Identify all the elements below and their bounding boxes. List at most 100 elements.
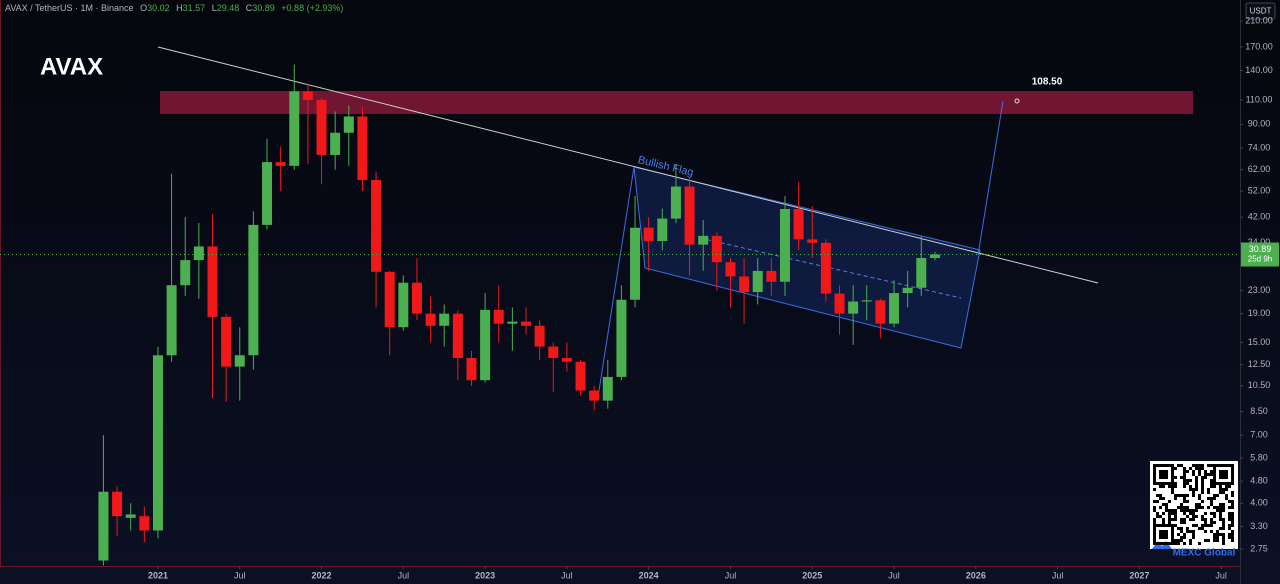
qr-module xyxy=(1192,530,1195,533)
y-tick-label: 34.00 xyxy=(1248,237,1271,247)
candle-body xyxy=(493,309,504,324)
flag-pole xyxy=(597,166,635,398)
candle-body xyxy=(684,186,695,245)
qr-module xyxy=(1189,479,1192,482)
qr-module xyxy=(1171,491,1174,494)
qr-module xyxy=(1222,536,1225,539)
candle-body xyxy=(711,235,722,263)
candle-body xyxy=(411,282,422,314)
qr-module xyxy=(1204,512,1207,515)
qr-module xyxy=(1231,473,1234,476)
qr-module xyxy=(1231,533,1234,536)
qr-module xyxy=(1180,530,1183,533)
qr-module xyxy=(1219,491,1222,494)
qr-module xyxy=(1168,485,1171,488)
qr-module xyxy=(1183,473,1186,476)
x-tick-label: 2022 xyxy=(312,570,332,580)
qr-module xyxy=(1171,533,1174,536)
qr-module xyxy=(1171,530,1174,533)
qr-module xyxy=(1213,482,1216,485)
qr-module xyxy=(1231,491,1234,494)
qr-module xyxy=(1186,506,1189,509)
qr-module xyxy=(1210,497,1213,500)
qr-module xyxy=(1210,485,1213,488)
qr-module xyxy=(1156,464,1159,467)
qr-module xyxy=(1198,542,1201,545)
qr-module xyxy=(1204,518,1207,521)
qr-module xyxy=(1195,482,1198,485)
qr-module xyxy=(1186,479,1189,482)
qr-module xyxy=(1225,494,1228,497)
qr-module xyxy=(1198,503,1201,506)
qr-module xyxy=(1228,500,1231,503)
candle-body xyxy=(425,313,436,326)
x-tick-label: 2027 xyxy=(1129,570,1149,580)
qr-module xyxy=(1195,503,1198,506)
qr-module xyxy=(1162,464,1165,467)
qr-module xyxy=(1183,476,1186,479)
candle-body xyxy=(848,301,859,314)
qr-module xyxy=(1183,485,1186,488)
qr-module xyxy=(1162,473,1165,476)
qr-module xyxy=(1156,482,1159,485)
qr-module xyxy=(1168,509,1171,512)
candle-body xyxy=(739,276,750,293)
qr-module xyxy=(1192,473,1195,476)
qr-module xyxy=(1213,476,1216,479)
currency-button[interactable] xyxy=(1245,2,1276,20)
qr-module xyxy=(1186,530,1189,533)
qr-module xyxy=(1162,497,1165,500)
qr-module xyxy=(1204,473,1207,476)
candle-body xyxy=(548,346,559,358)
qr-module xyxy=(1180,503,1183,506)
qr-module xyxy=(1153,536,1156,539)
qr-module xyxy=(1222,491,1225,494)
candle-body xyxy=(630,227,641,300)
qr-module xyxy=(1189,509,1192,512)
qr-module xyxy=(1213,467,1216,470)
qr-module xyxy=(1162,518,1165,521)
candle-body xyxy=(302,91,313,100)
qr-module xyxy=(1210,473,1213,476)
qr-module xyxy=(1192,491,1195,494)
y-tick-label: 74.00 xyxy=(1248,143,1271,153)
qr-module xyxy=(1204,476,1207,479)
x-tick-label: 2026 xyxy=(966,570,986,580)
qr-module xyxy=(1216,509,1219,512)
qr-module xyxy=(1207,464,1210,467)
candle-body xyxy=(752,270,763,293)
candle-body xyxy=(125,514,136,518)
qr-module xyxy=(1198,506,1201,509)
qr-module xyxy=(1186,494,1189,497)
qr-module xyxy=(1231,470,1234,473)
qr-module xyxy=(1183,500,1186,503)
qr-module xyxy=(1198,494,1201,497)
qr-module xyxy=(1198,473,1201,476)
qr-module xyxy=(1228,482,1231,485)
ohlc-label: O xyxy=(140,3,147,13)
candle-body xyxy=(589,390,600,401)
qr-module xyxy=(1153,518,1156,521)
qr-module xyxy=(1171,479,1174,482)
candle-body xyxy=(575,361,586,391)
candle-body xyxy=(439,313,450,326)
qr-module xyxy=(1183,470,1186,473)
qr-module xyxy=(1165,530,1168,533)
qr-module xyxy=(1201,506,1204,509)
y-tick-label: 8.50 xyxy=(1250,406,1268,416)
currency-label[interactable]: USDT xyxy=(1250,7,1272,16)
qr-module xyxy=(1210,464,1213,467)
x-tick-label: Jul xyxy=(888,570,900,580)
qr-module xyxy=(1222,509,1225,512)
header: AVAX / TetherUS · 1M · Binance O30.02 H3… xyxy=(5,3,343,13)
qr-module xyxy=(1183,509,1186,512)
qr-module xyxy=(1231,530,1234,533)
qr-module xyxy=(1219,512,1222,515)
qr-module xyxy=(1162,482,1165,485)
qr-module xyxy=(1153,479,1156,482)
qr-module xyxy=(1231,476,1234,479)
candle-body xyxy=(262,162,273,225)
qr-module xyxy=(1201,479,1204,482)
qr-module xyxy=(1219,488,1222,491)
